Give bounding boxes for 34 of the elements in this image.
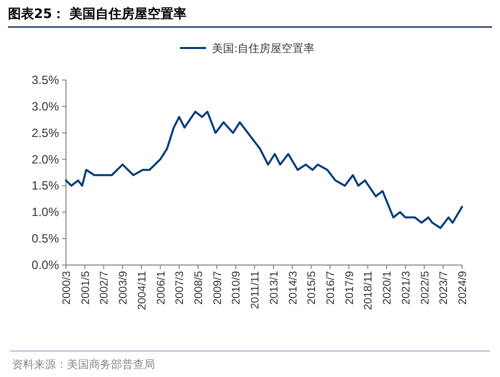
x-tick-label: 2004/11 bbox=[136, 271, 148, 310]
x-tick-label: 2001/5 bbox=[80, 271, 92, 305]
x-tick-label: 2000/3 bbox=[61, 271, 73, 305]
x-tick-label: 2002/7 bbox=[98, 271, 111, 305]
y-tick-label: 0.5% bbox=[32, 232, 60, 246]
x-tick-label: 2016/7 bbox=[325, 271, 337, 305]
y-tick-label: 1.0% bbox=[32, 205, 60, 220]
x-tick-label: 2020/1 bbox=[382, 271, 394, 305]
x-tick-label: 2010/9 bbox=[230, 271, 243, 305]
legend-label: 美国:自住房屋空置率 bbox=[212, 42, 315, 55]
x-tick-label: 2018/11 bbox=[362, 271, 375, 310]
line-series bbox=[65, 110, 463, 229]
x-tick-label: 2024/9 bbox=[457, 271, 469, 305]
y-tick-label: 2.0% bbox=[32, 152, 60, 166]
x-tick-label: 2014/3 bbox=[287, 271, 300, 305]
x-tick-label: 2017/9 bbox=[344, 271, 356, 305]
y-tick-label: 1.5% bbox=[32, 178, 60, 193]
y-tick-label: 2.5% bbox=[32, 126, 60, 140]
y-tick-label: 3.0% bbox=[32, 99, 60, 114]
x-tick-label: 2022/5 bbox=[419, 271, 432, 305]
x-tick-label: 2009/7 bbox=[212, 271, 224, 305]
x-tick-label: 2008/5 bbox=[193, 271, 205, 305]
x-tick-label: 2007/3 bbox=[174, 271, 186, 305]
y-tick-label: 0.0% bbox=[32, 258, 60, 272]
x-tick-label: 2021/3 bbox=[400, 271, 412, 305]
x-tick-label: 2013/1 bbox=[268, 271, 280, 305]
text: 资料来源：美国商务部普查局 bbox=[12, 358, 155, 371]
x-tick-label: 2003/9 bbox=[118, 271, 130, 305]
chart-title: 图表25： 美国自住房屋空置率 bbox=[8, 6, 187, 22]
x-tick-label: 2023/7 bbox=[438, 271, 450, 305]
x-tick-label: 2006/1 bbox=[155, 271, 168, 305]
x-tick-label: 2011/11 bbox=[250, 271, 262, 310]
x-tick-label: 2015/5 bbox=[306, 271, 318, 305]
y-tick-label: 3.5% bbox=[32, 73, 60, 87]
